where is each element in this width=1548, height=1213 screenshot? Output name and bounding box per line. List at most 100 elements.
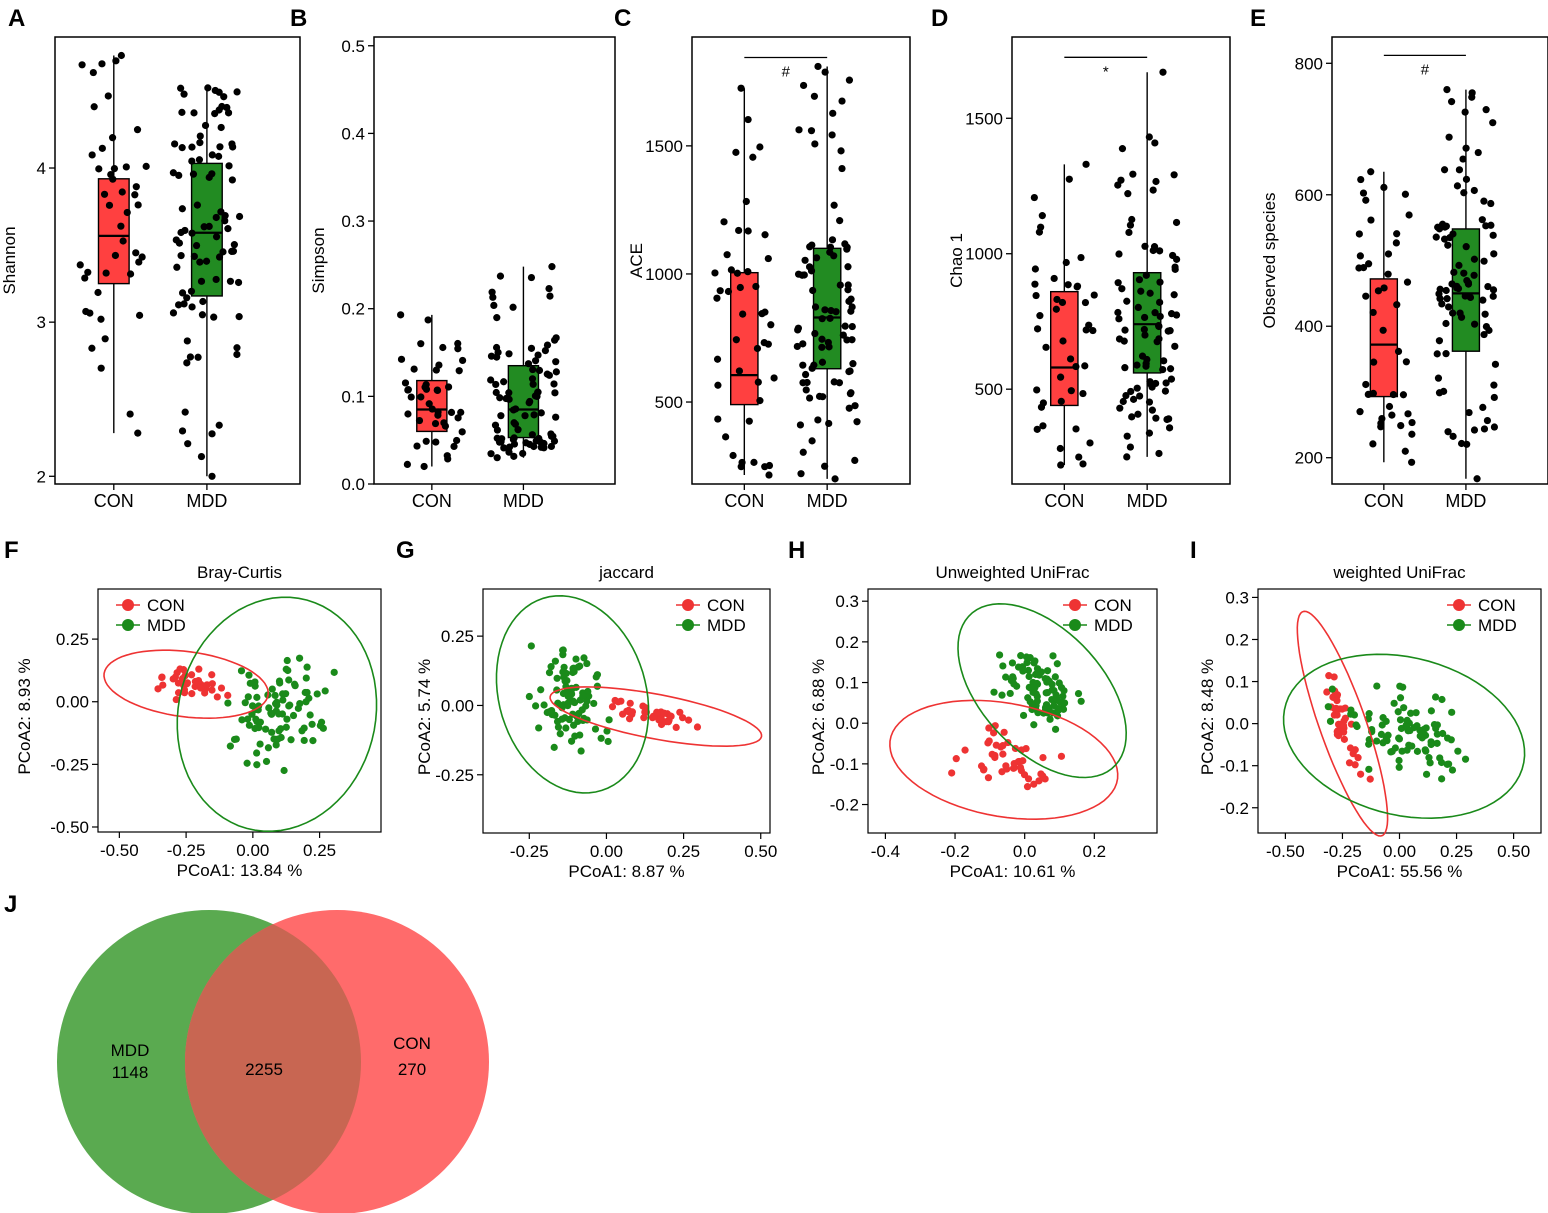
data-point [750, 458, 758, 466]
data-point-mdd [559, 646, 567, 654]
data-point-con [1333, 727, 1341, 736]
data-point [1035, 228, 1044, 236]
data-point-mdd [282, 723, 290, 731]
data-point [1119, 397, 1127, 406]
data-point [1089, 326, 1097, 335]
data-point [215, 152, 223, 160]
data-point [454, 339, 462, 348]
plot-frame [867, 588, 1158, 834]
data-point [229, 143, 237, 151]
data-point [1489, 286, 1498, 294]
data-point [1482, 106, 1490, 114]
data-point [1156, 312, 1164, 321]
data-point-mdd [245, 671, 253, 679]
y-axis-label: PCoA2: 5.74 % [415, 659, 434, 775]
data-point [811, 329, 819, 338]
y-tick-label: -0.25 [435, 766, 474, 785]
panel-j: J MDD 1148 CON 270 2255 [4, 891, 489, 1213]
data-point [175, 301, 183, 309]
data-point [1141, 242, 1149, 250]
plot-frame [482, 588, 771, 834]
data-point-mdd [1394, 708, 1402, 716]
data-point [226, 277, 235, 285]
data-point [420, 462, 428, 471]
data-point [1146, 378, 1154, 386]
data-point [735, 226, 743, 235]
data-point-mdd [1438, 775, 1446, 783]
data-point-con [1039, 753, 1047, 762]
data-point [1128, 413, 1136, 421]
data-point [208, 472, 216, 480]
data-point-mdd [551, 657, 559, 665]
data-point [415, 416, 424, 425]
data-point [1490, 381, 1498, 389]
data-point-mdd [527, 642, 535, 650]
data-point [1171, 263, 1179, 271]
data-point [109, 175, 117, 183]
data-point [547, 442, 555, 451]
data-point [830, 378, 838, 386]
data-point [117, 222, 125, 230]
data-point [711, 269, 719, 277]
data-point [1052, 305, 1060, 313]
data-point [541, 347, 550, 355]
data-point [794, 326, 802, 334]
y-tick-label: 200 [1295, 449, 1323, 468]
y-tick-label: -0.2 [830, 796, 859, 815]
data-point [78, 61, 86, 69]
data-point [803, 378, 811, 387]
data-point-mdd [256, 718, 264, 726]
data-point [235, 313, 243, 321]
data-point-mdd [1384, 731, 1392, 739]
data-point [799, 81, 808, 90]
data-point [208, 430, 216, 438]
data-point [1489, 231, 1497, 239]
data-point-mdd [1046, 715, 1054, 723]
data-point [1432, 233, 1440, 241]
data-point [494, 348, 502, 356]
data-point-mdd [224, 699, 232, 707]
data-point [1115, 250, 1123, 258]
data-point [1461, 108, 1469, 116]
data-point [1123, 453, 1131, 461]
data-point [528, 375, 537, 383]
data-point [737, 84, 745, 92]
data-point [510, 434, 518, 442]
data-point [1033, 425, 1041, 433]
data-point [1122, 391, 1130, 400]
data-point [216, 143, 224, 151]
data-point [101, 335, 109, 343]
data-point [795, 126, 803, 134]
data-point [1036, 312, 1044, 320]
data-point [1031, 265, 1039, 273]
data-point [1032, 291, 1040, 300]
data-point [767, 321, 775, 329]
data-point-mdd [1055, 679, 1063, 687]
data-point [1145, 133, 1153, 141]
data-point [1484, 282, 1492, 291]
data-point [549, 432, 557, 440]
data-point [1056, 444, 1064, 453]
data-point [1468, 93, 1476, 101]
data-point [853, 418, 861, 426]
data-point [169, 309, 178, 317]
y-tick-label: 0.0 [835, 714, 859, 733]
data-point [110, 165, 119, 173]
box-mdd [190, 162, 223, 297]
y-tick-label: 0.25 [56, 630, 89, 649]
y-tick-label: 1500 [965, 109, 1003, 128]
data-point-mdd [1379, 714, 1387, 722]
y-tick-label: -0.1 [1220, 757, 1249, 776]
data-point-mdd [545, 669, 554, 677]
data-point [1125, 228, 1133, 237]
data-point [548, 263, 556, 271]
legend-marker-mdd [1453, 619, 1465, 631]
data-point [175, 171, 183, 180]
data-point-mdd [1010, 680, 1018, 688]
data-point-con [608, 703, 617, 711]
panel-label: C [614, 5, 631, 32]
data-point-mdd [570, 698, 579, 707]
y-tick-label: 3 [37, 313, 46, 332]
data-point [1357, 175, 1365, 184]
data-point [1367, 216, 1375, 224]
